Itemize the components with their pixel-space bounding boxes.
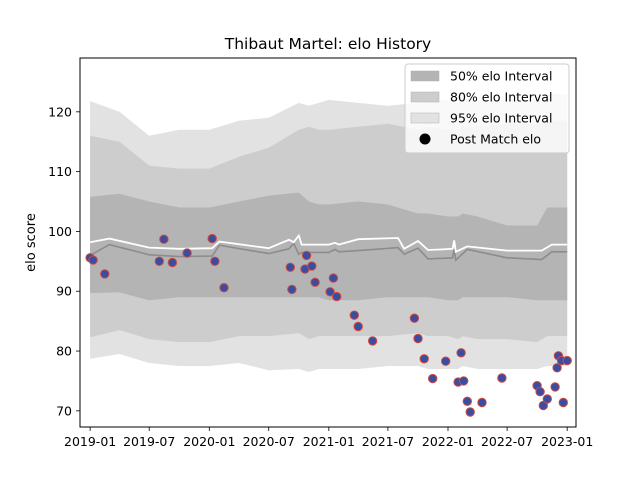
data-point — [301, 250, 312, 261]
data-point — [428, 373, 438, 384]
data-point — [332, 291, 342, 302]
data-point — [477, 397, 487, 408]
data-point — [409, 313, 420, 323]
x-tick-label: 2019-07 — [123, 434, 175, 449]
data-point — [497, 373, 507, 383]
data-point — [465, 407, 475, 417]
legend-label: 95% elo Interval — [450, 111, 552, 126]
y-tick-label: 90 — [56, 284, 72, 299]
data-point — [154, 256, 165, 266]
y-tick-label: 70 — [56, 403, 72, 418]
data-point — [219, 283, 229, 293]
y-tick-label: 80 — [56, 344, 72, 359]
data-point — [325, 287, 335, 297]
legend-label: 50% elo Interval — [450, 69, 552, 84]
x-tick-label: 2022-07 — [481, 434, 533, 449]
x-tick-label: 2021-07 — [362, 434, 414, 449]
x-axis: 2019-01 2019-07 2020-01 2020-07 2021-01 2021-… — [64, 427, 593, 449]
data-point — [542, 394, 552, 404]
data-point — [349, 310, 359, 320]
x-tick-label: 2022-01 — [422, 434, 474, 449]
band-50 — [90, 192, 568, 301]
data-point — [207, 233, 217, 244]
data-point — [535, 387, 545, 397]
x-tick-label: 2020-07 — [243, 434, 295, 449]
data-point — [419, 354, 429, 364]
data-point — [367, 336, 378, 346]
y-tick-label: 110 — [48, 164, 72, 179]
data-point — [310, 277, 320, 287]
data-point — [210, 256, 220, 266]
data-point — [328, 273, 339, 283]
legend-swatch-band-80 — [410, 91, 440, 103]
data-point — [550, 382, 560, 392]
x-tick-label: 2021-01 — [303, 434, 355, 449]
legend-swatch-band-95 — [410, 112, 440, 124]
data-point — [552, 363, 562, 373]
chart-title: Thibaut Martel: elo History — [224, 35, 431, 53]
post-match-points — [85, 233, 572, 417]
mean-elo-line — [89, 241, 568, 262]
x-tick-label: 2020-01 — [183, 434, 235, 449]
legend-box — [404, 63, 570, 154]
data-point — [182, 248, 192, 258]
data-point — [100, 269, 110, 279]
data-point — [88, 255, 98, 265]
data-point — [353, 321, 363, 332]
data-point — [167, 257, 178, 268]
y-tick-label: 100 — [48, 224, 72, 239]
interval-bands — [90, 93, 568, 373]
legend: 50% elo Interval 80% elo Interval 95% elo … — [404, 63, 570, 154]
x-tick-label: 2019-01 — [64, 434, 116, 449]
data-point — [441, 356, 451, 366]
data-point — [558, 397, 568, 408]
median-elo-line — [89, 233, 568, 254]
plot-frame — [79, 57, 577, 428]
y-axis: 70 80 90 100 110 120 — [48, 104, 80, 418]
legend-swatch-band-50 — [410, 70, 440, 82]
data-point — [459, 376, 469, 386]
data-point — [562, 355, 572, 366]
data-point — [413, 333, 423, 344]
data-point — [287, 284, 297, 295]
legend-label: Post Match elo — [450, 132, 541, 147]
data-point — [462, 396, 472, 406]
data-point — [456, 348, 466, 358]
data-point — [307, 261, 317, 271]
x-tick-label: 2023-01 — [541, 434, 593, 449]
legend-label: 80% elo Interval — [450, 90, 552, 105]
y-tick-label: 120 — [48, 104, 72, 119]
legend-point-marker — [419, 133, 431, 145]
data-point — [159, 234, 169, 244]
data-point — [285, 262, 295, 272]
elo-lines — [89, 233, 568, 262]
y-axis-label: elo score — [24, 213, 39, 272]
